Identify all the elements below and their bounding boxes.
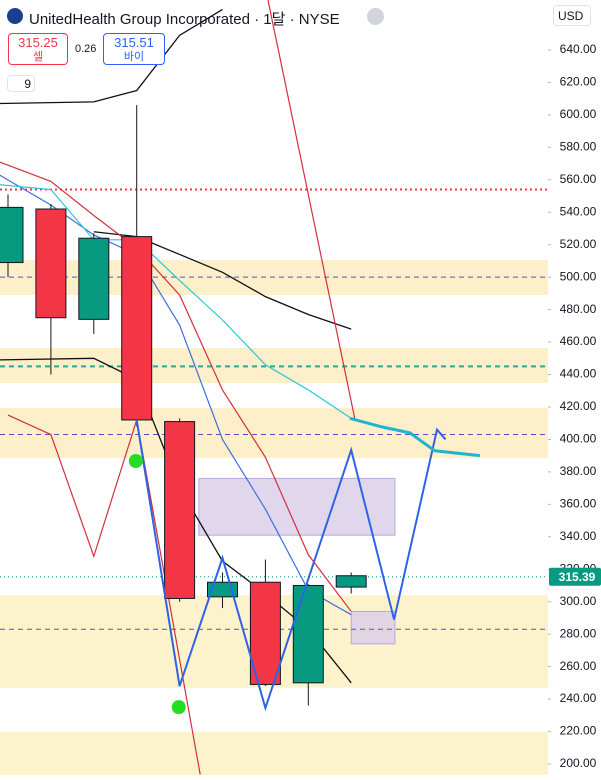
- candle-body: [78, 237, 110, 320]
- sell-price: 315.25: [18, 35, 58, 50]
- y-tick-label: 340.00: [560, 529, 597, 543]
- box-zone: [198, 477, 396, 536]
- y-tick-label: 380.00: [560, 464, 597, 478]
- sell-label: 셀: [32, 51, 44, 63]
- candle-body: [121, 236, 153, 421]
- candle-body: [164, 421, 196, 599]
- box-zone: [350, 610, 396, 645]
- y-tick-label: 300.00: [560, 594, 597, 608]
- signal-dot: [171, 700, 186, 715]
- indicator-line: [0, 8, 223, 105]
- indicator-count: 9: [24, 77, 31, 91]
- y-tick-label: 200.00: [560, 756, 597, 770]
- y-tick-label: 540.00: [560, 204, 597, 218]
- candle-body: [335, 575, 367, 588]
- candle-body: [35, 208, 67, 319]
- candle-body: [249, 581, 281, 685]
- collapse-button[interactable]: [367, 8, 384, 25]
- sell-button[interactable]: 315.25 셀: [8, 33, 68, 65]
- currency-select[interactable]: USD: [553, 5, 591, 26]
- indicator-line: [349, 416, 481, 458]
- y-tick-label: 240.00: [560, 691, 597, 705]
- symbol-title[interactable]: UnitedHealth Group Incorporated · 1달 · N…: [29, 11, 340, 28]
- indicator-line: [0, 161, 352, 612]
- y-tick-label: 360.00: [560, 497, 597, 511]
- y-tick-label: 260.00: [560, 659, 597, 673]
- y-tick-label: 500.00: [560, 269, 597, 283]
- last-price-tag: [549, 567, 601, 586]
- axis-background: [548, 0, 601, 775]
- indicator-line: [135, 419, 447, 712]
- buy-price: 315.51: [114, 35, 154, 50]
- buy-button[interactable]: 315.51 바이: [103, 33, 165, 65]
- plot-area: [0, 0, 548, 775]
- y-tick-label: 580.00: [560, 140, 597, 154]
- candle-body: [292, 584, 324, 684]
- indicator-line: [267, 0, 356, 421]
- y-tick-label: 280.00: [560, 626, 597, 640]
- signal-dot: [128, 454, 143, 469]
- buy-label: 바이: [123, 51, 145, 63]
- indicator-toggle[interactable]: 9: [7, 75, 35, 92]
- y-tick-label: 460.00: [560, 334, 597, 348]
- price-axis: 200.00220.00240.00260.00280.00300.00320.…: [548, 0, 601, 775]
- zone: [0, 407, 548, 458]
- y-tick-label: 600.00: [560, 107, 597, 121]
- zone: [0, 731, 548, 775]
- indicator-line: [7, 414, 201, 775]
- spread: 0.26: [75, 43, 97, 55]
- candle-body: [0, 206, 24, 264]
- y-tick-label: 420.00: [560, 399, 597, 413]
- y-tick-label: 480.00: [560, 302, 597, 316]
- y-tick-label: 620.00: [560, 75, 597, 89]
- y-tick-label: 440.00: [560, 367, 597, 381]
- y-tick-label: 520.00: [560, 237, 597, 251]
- logo: [7, 8, 23, 24]
- y-tick-label: 400.00: [560, 432, 597, 446]
- y-tick-label: 640.00: [560, 42, 597, 56]
- y-tick-label: 220.00: [560, 724, 597, 738]
- currency: USD: [558, 9, 584, 23]
- last-price-label: 315.39: [559, 570, 596, 584]
- indicator-line: [0, 184, 352, 419]
- y-tick-label: 560.00: [560, 172, 597, 186]
